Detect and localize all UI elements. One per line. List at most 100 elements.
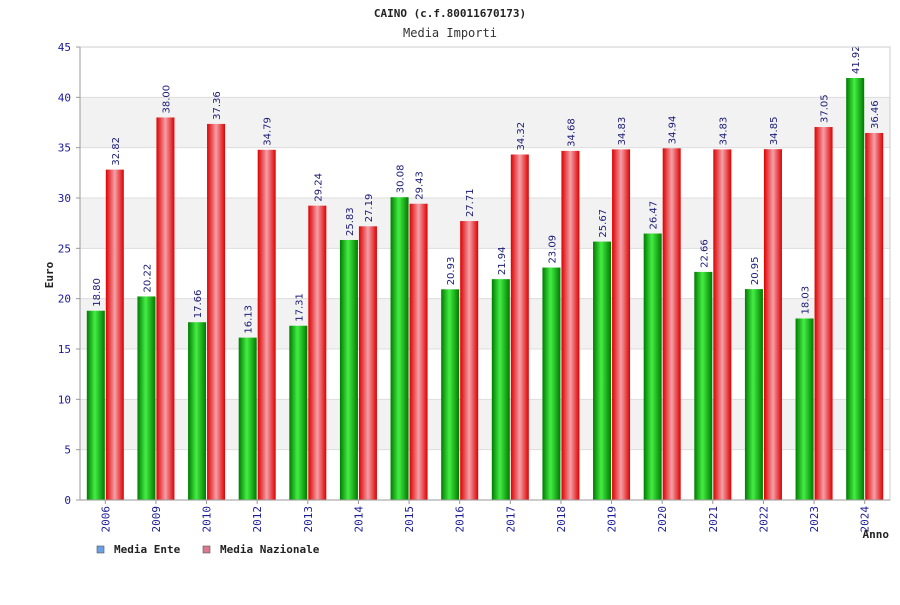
y-tick-label: 0 <box>64 494 71 507</box>
data-label-media-nazionale: 34.83 <box>718 117 729 146</box>
x-tick-label: 2006 <box>99 506 112 533</box>
y-tick-label: 30 <box>58 192 71 205</box>
x-tick-label: 2023 <box>808 506 821 533</box>
legend-label-nazionale: Media Nazionale <box>220 543 320 556</box>
data-label-media-nazionale: 36.46 <box>870 100 881 129</box>
data-label-media-ente: 20.95 <box>750 256 761 285</box>
bar-media-nazionale <box>814 127 833 500</box>
data-label-media-nazionale: 37.05 <box>820 94 831 123</box>
data-label-media-nazionale: 32.82 <box>111 137 122 166</box>
bar-media-nazionale <box>713 149 732 501</box>
bar-media-ente <box>390 197 409 500</box>
x-tick-label: 2019 <box>606 506 619 533</box>
data-label-media-ente: 23.09 <box>547 235 558 264</box>
bar-media-nazionale <box>561 150 580 500</box>
bar-media-nazionale <box>409 203 428 500</box>
data-label-media-nazionale: 34.94 <box>668 116 679 145</box>
bar-media-nazionale <box>510 154 529 500</box>
data-label-media-nazionale: 34.83 <box>617 117 628 146</box>
x-tick-label: 2009 <box>150 506 163 533</box>
data-label-media-ente: 22.66 <box>699 239 710 268</box>
bar-media-ente <box>491 279 510 500</box>
chart-title: CAINO (c.f.80011670173) <box>374 7 526 20</box>
data-label-media-ente: 18.03 <box>801 286 812 315</box>
bar-media-nazionale <box>662 148 681 500</box>
bar-media-nazionale <box>207 123 226 500</box>
y-axis-ticks: 0 5 10 15 20 25 30 35 40 45 <box>58 41 80 507</box>
bar-media-ente <box>542 267 561 500</box>
y-tick-label: 35 <box>58 142 71 155</box>
chart-subtitle: Media Importi <box>403 26 497 40</box>
bar-media-nazionale <box>865 132 884 500</box>
y-axis-label: Euro <box>43 261 56 288</box>
legend-swatch-nazionale <box>202 545 211 554</box>
data-label-media-ente: 17.66 <box>193 290 204 319</box>
x-axis-ticks: 2006 2009 2010 2012 2013 2014 2015 2016 2017 2018… <box>99 500 872 533</box>
bar-media-ente <box>694 271 713 500</box>
bar-media-ente <box>289 325 308 500</box>
data-label-media-nazionale: 38.00 <box>161 85 172 114</box>
data-label-media-ente: 26.47 <box>649 201 660 230</box>
y-tick-label: 20 <box>58 293 71 306</box>
x-axis-label: Anno <box>863 528 890 541</box>
bar-media-nazionale <box>763 149 782 500</box>
data-label-media-nazionale: 37.36 <box>212 91 223 120</box>
y-tick-label: 5 <box>64 444 71 457</box>
data-label-media-nazionale: 27.19 <box>364 194 375 223</box>
data-label-media-nazionale: 34.68 <box>566 118 577 147</box>
x-tick-label: 2013 <box>302 506 315 533</box>
data-label-media-ente: 20.93 <box>446 257 457 286</box>
bar-media-ente <box>188 322 207 500</box>
x-tick-label: 2022 <box>757 506 770 533</box>
bar-media-nazionale <box>156 117 175 500</box>
bar-media-nazionale <box>358 226 377 500</box>
y-tick-label: 15 <box>58 343 71 356</box>
x-tick-label: 2021 <box>707 506 720 533</box>
bar-media-ente <box>593 241 612 500</box>
x-tick-label: 2015 <box>403 506 416 533</box>
data-label-media-ente: 41.92 <box>851 45 862 74</box>
data-label-media-ente: 16.13 <box>244 305 255 334</box>
y-tick-label: 45 <box>58 41 71 54</box>
bar-media-ente <box>643 233 662 500</box>
bar-media-ente <box>86 310 105 500</box>
data-label-media-ente: 20.22 <box>142 264 153 293</box>
data-label-media-ente: 21.94 <box>497 246 508 275</box>
legend: Media Ente Media Nazionale <box>96 543 320 556</box>
x-tick-label: 2014 <box>352 506 365 533</box>
data-label-media-ente: 18.80 <box>92 278 103 307</box>
bar-media-nazionale <box>308 205 327 500</box>
bar-media-ente <box>137 296 156 500</box>
legend-swatch-ente <box>96 545 105 554</box>
x-tick-label: 2024 <box>859 506 872 533</box>
bar-media-nazionale <box>612 149 631 501</box>
x-tick-label: 2012 <box>251 506 264 533</box>
x-tick-label: 2017 <box>504 506 517 533</box>
y-tick-label: 25 <box>58 242 71 255</box>
bar-media-ente <box>795 318 814 500</box>
bar-media-ente <box>238 337 257 500</box>
legend-label-ente: Media Ente <box>114 543 181 556</box>
data-label-media-nazionale: 34.79 <box>263 117 274 146</box>
bar-media-nazionale <box>257 149 276 500</box>
data-label-media-ente: 25.83 <box>345 207 356 236</box>
bar-media-ente <box>846 78 865 500</box>
data-label-media-ente: 30.08 <box>396 165 407 194</box>
x-tick-label: 2016 <box>454 506 467 533</box>
bar-media-ente <box>441 289 460 500</box>
y-tick-label: 40 <box>58 91 71 104</box>
data-label-media-ente: 25.67 <box>598 209 609 238</box>
bar-media-ente <box>339 239 358 500</box>
x-tick-label: 2018 <box>555 506 568 533</box>
data-label-media-ente: 17.31 <box>294 293 305 322</box>
x-tick-label: 2010 <box>201 506 214 533</box>
x-tick-label: 2020 <box>656 506 669 533</box>
y-tick-label: 10 <box>58 393 71 406</box>
bar-media-nazionale <box>105 169 124 500</box>
data-label-media-nazionale: 29.24 <box>313 173 324 202</box>
data-label-media-nazionale: 34.85 <box>769 117 780 146</box>
data-label-media-nazionale: 29.43 <box>415 171 426 200</box>
bar-media-ente <box>744 289 763 500</box>
